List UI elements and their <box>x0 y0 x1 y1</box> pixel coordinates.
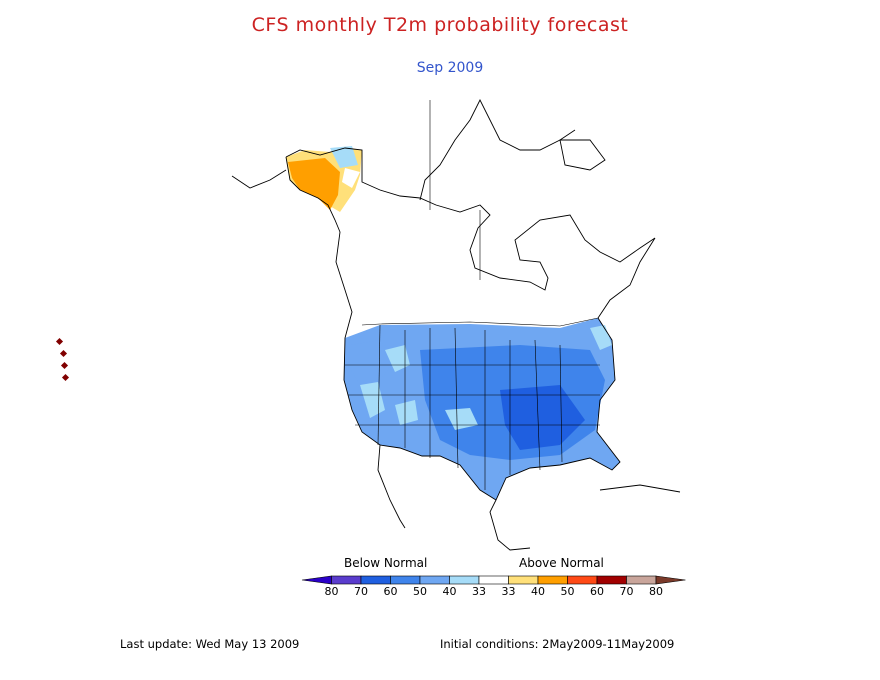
colorbar-tick-label: 50 <box>413 585 427 598</box>
colorbar-segment <box>508 575 539 585</box>
colorbar-segment <box>655 575 686 585</box>
forecast-month: Sep 2009 <box>416 60 484 76</box>
colorbar-tick-label: 80 <box>324 585 339 598</box>
probability-colorbar <box>301 575 686 585</box>
colorbar-segment <box>331 575 362 585</box>
colorbar-segment <box>419 575 450 585</box>
colorbar-tick-label: 60 <box>590 585 604 598</box>
colorbar-tick-label: 70 <box>354 585 368 598</box>
political-borders <box>345 100 600 490</box>
colorbar-segment <box>390 575 421 585</box>
last-update-text: Last update: Wed May 13 2009 <box>120 637 300 651</box>
initial-conditions-text: Initial conditions: 2May2009-11May2009 <box>440 637 675 651</box>
colorbar-segment <box>449 575 480 585</box>
colorbar-tick-label: 33 <box>501 585 516 598</box>
colorbar-tick-label: 40 <box>442 585 457 598</box>
colorbar-tick-label: 60 <box>383 585 398 598</box>
colorbar-segment <box>596 575 627 585</box>
colorbar-segment <box>537 575 568 585</box>
colorbar-segment <box>626 575 657 585</box>
hawaii-islands <box>55 337 70 382</box>
alaska-above-normal-shading <box>286 146 362 212</box>
colorbar-segment <box>478 575 509 585</box>
colorbar-tick-label: 50 <box>560 585 575 598</box>
coastlines <box>231 98 681 551</box>
below-normal-label: Below Normal <box>344 556 428 570</box>
map-title: CFS monthly T2m probability forecast <box>251 14 629 36</box>
colorbar-tick-label: 40 <box>531 585 545 598</box>
colorbar-tick-label: 80 <box>649 585 663 598</box>
colorbar-segment <box>360 575 391 585</box>
colorbar-segment <box>567 575 598 585</box>
colorbar-segment <box>301 575 332 585</box>
colorbar-tick-label: 33 <box>472 585 486 598</box>
colorbar-tick-label: 70 <box>619 585 634 598</box>
conus-below-normal-shading <box>344 318 620 500</box>
above-normal-label: Above Normal <box>519 556 604 570</box>
